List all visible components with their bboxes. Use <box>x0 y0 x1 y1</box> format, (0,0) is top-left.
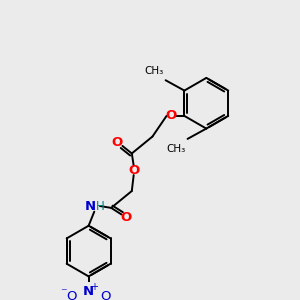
Text: O: O <box>166 110 177 122</box>
Text: N: N <box>85 200 96 212</box>
Text: O: O <box>121 211 132 224</box>
Text: O: O <box>111 136 122 149</box>
Text: CH₃: CH₃ <box>167 144 186 154</box>
Text: O: O <box>128 164 139 177</box>
Text: O: O <box>100 290 111 300</box>
Text: ⁻: ⁻ <box>60 286 67 299</box>
Text: N: N <box>83 285 94 298</box>
Text: +: + <box>90 282 98 292</box>
Text: CH₃: CH₃ <box>145 66 164 76</box>
Text: H: H <box>96 200 105 212</box>
Text: O: O <box>67 290 77 300</box>
